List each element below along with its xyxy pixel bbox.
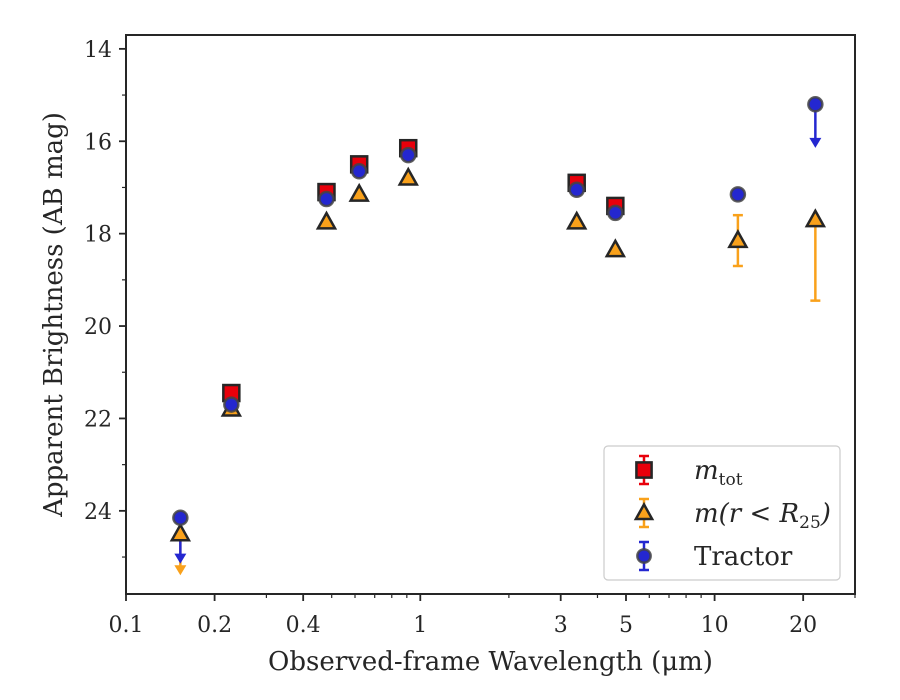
x-tick-label: 3 xyxy=(554,613,568,638)
tractor-upper-limit-arrow xyxy=(809,137,822,148)
y-tick-label: 14 xyxy=(84,38,112,63)
legend-entry-m-r-r-25: m(r < R25) xyxy=(633,497,831,533)
x-tick-label: 0.2 xyxy=(197,613,232,638)
tractor-point xyxy=(807,96,824,113)
m-r-r-25-point xyxy=(169,522,192,542)
tractor-point xyxy=(607,204,624,222)
tractor-point xyxy=(172,509,189,527)
m-r-r-25-point xyxy=(727,229,749,249)
y-tick-label: 16 xyxy=(84,130,112,155)
legend-label-main: m xyxy=(694,456,719,486)
tractor-point xyxy=(568,181,585,199)
y-axis: 14 16 18 20 22 24 xyxy=(84,38,126,558)
x-tick-label: 5 xyxy=(619,613,633,638)
legend-label-main: m(r < R xyxy=(694,499,799,529)
y-axis-title: Apparent Brightness (AB mag) xyxy=(39,112,69,518)
m-r-r-25-point xyxy=(348,182,370,202)
tractor-point xyxy=(399,146,417,164)
legend-label: Tractor xyxy=(694,542,793,572)
y-tick-label: 20 xyxy=(84,315,112,340)
legend-marker xyxy=(636,548,652,564)
x-tick-label: 1 xyxy=(413,613,427,638)
legend: mtot m(r < R25) Tractor xyxy=(603,445,841,581)
legend-label: m(r < R25) xyxy=(694,499,831,533)
legend-entry-m-tot: mtot xyxy=(635,454,743,490)
m-r-r-25-point xyxy=(315,210,338,230)
legend-label-end: ) xyxy=(820,499,831,529)
m-r-r-25-point xyxy=(804,208,827,228)
m-r-r-25-point xyxy=(397,166,419,186)
tractor-point xyxy=(729,186,747,203)
tractor-point xyxy=(350,163,368,180)
legend-entry-tractor: Tractor xyxy=(636,540,793,572)
legend-box xyxy=(603,445,841,581)
legend-label-subscript: 25 xyxy=(799,513,821,533)
y-tick-label: 24 xyxy=(84,500,112,525)
legend-label: mtot xyxy=(694,456,743,490)
legend-marker xyxy=(633,501,655,521)
x-tick-label: 0.1 xyxy=(109,613,144,638)
x-tick-label: 0.4 xyxy=(286,613,321,638)
tractor-point xyxy=(223,396,240,413)
x-tick-label: 20 xyxy=(789,613,817,638)
legend-label-subscript: tot xyxy=(719,470,743,490)
m-r-r-25-point xyxy=(604,238,627,258)
m-r-r-25-upper-limit-arrow xyxy=(174,565,187,576)
x-axis: 0.1 0.2 0.4 1 3 5 10 20 xyxy=(109,594,856,638)
tractor-upper-limit-arrow xyxy=(174,553,187,564)
x-axis-title: Observed-frame Wavelength (μm) xyxy=(268,647,713,677)
tractor-point xyxy=(318,190,335,208)
y-tick-label: 18 xyxy=(84,223,112,248)
x-tick-label: 10 xyxy=(701,613,729,638)
m-r-r-25-point xyxy=(566,210,588,230)
y-tick-label: 22 xyxy=(84,407,112,432)
plot-area-frame xyxy=(125,34,856,595)
data-markers xyxy=(169,96,827,542)
legend-marker xyxy=(635,461,653,479)
